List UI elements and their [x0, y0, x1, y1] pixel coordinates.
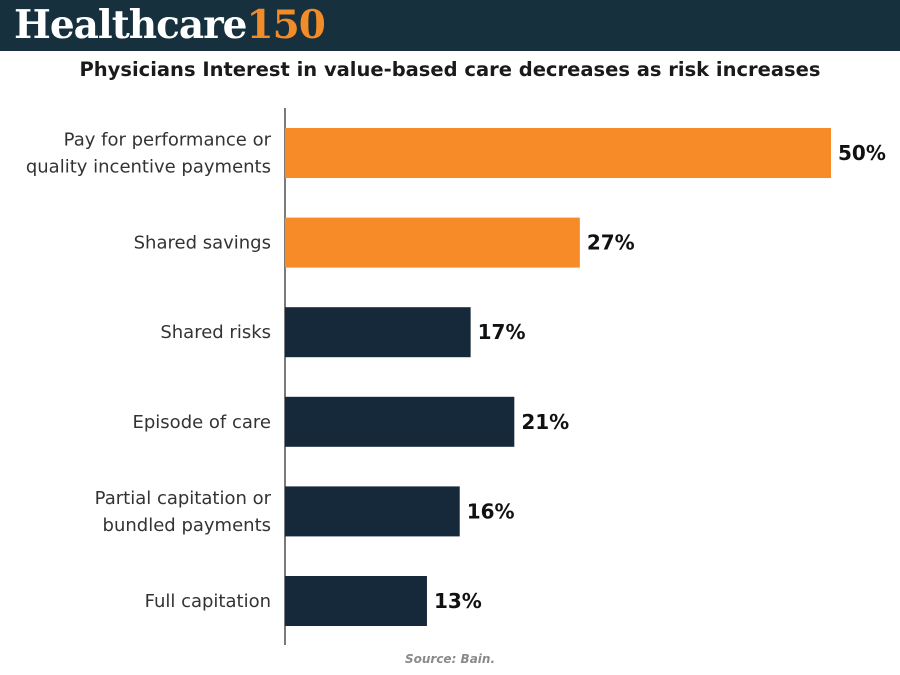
source-note: Source: Bain.: [404, 652, 496, 666]
category-label-3-line-0: Episode of care: [133, 412, 272, 433]
category-label-4-line-1: bundled payments: [103, 515, 271, 536]
bar-0: [285, 128, 831, 178]
category-label-0-line-0: Pay for performance or: [64, 130, 272, 151]
brand-word: Healthcare: [14, 2, 247, 48]
value-label-4: 16%: [467, 499, 515, 523]
bar-5: [285, 576, 427, 626]
value-label-5: 13%: [434, 589, 482, 613]
chart-title: Physicians Interest in value-based care …: [79, 58, 821, 81]
brand-logo: Healthcare150: [14, 2, 326, 48]
value-label-1: 27%: [587, 231, 635, 255]
category-label-5-line-0: Full capitation: [145, 591, 271, 612]
category-label-4-line-0: Partial capitation or: [95, 488, 272, 509]
category-label-1-line-0: Shared savings: [134, 233, 271, 254]
brand-number: 150: [246, 2, 326, 48]
category-label-0-line-1: quality incentive payments: [26, 157, 271, 178]
bar-3: [285, 396, 515, 447]
bar-1: [285, 217, 580, 268]
bar-4: [285, 486, 460, 537]
header-bar: Healthcare150: [0, 0, 900, 51]
value-label-0: 50%: [838, 141, 886, 165]
bar-2: [285, 307, 471, 358]
category-label-2-line-0: Shared risks: [160, 322, 271, 343]
value-label-3: 21%: [521, 410, 569, 434]
value-label-2: 17%: [478, 320, 526, 344]
